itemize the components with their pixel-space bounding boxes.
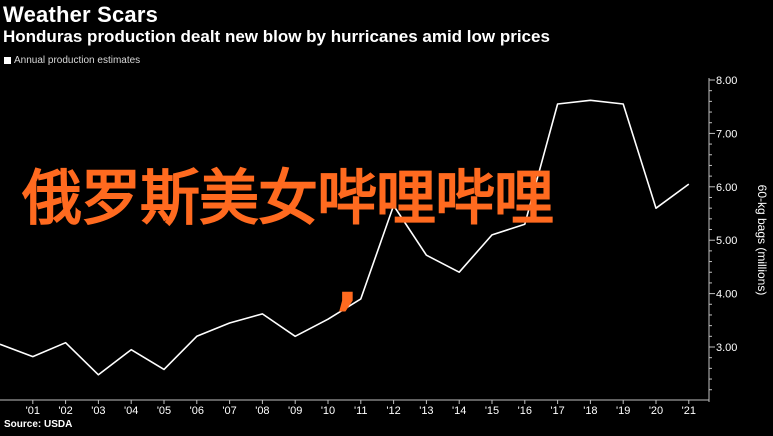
x-tick-label: '21 <box>682 405 696 417</box>
x-tick-label: '04 <box>124 405 138 417</box>
x-tick-label: '05 <box>157 405 171 417</box>
x-tick-label: '14 <box>452 405 466 417</box>
y-tick-label: 6.00 <box>716 182 737 194</box>
x-tick-label: '17 <box>550 405 564 417</box>
chart-title: Weather Scars <box>3 2 159 27</box>
x-tick-label: '09 <box>288 405 302 417</box>
y-tick-label: 8.00 <box>716 75 737 87</box>
x-tick-label: '18 <box>583 405 597 417</box>
x-tick-label: '11 <box>354 405 368 417</box>
x-tick-label: '19 <box>616 405 630 417</box>
x-tick-label: '16 <box>518 405 532 417</box>
legend-label: Annual production estimates <box>14 55 141 66</box>
y-tick-label: 3.00 <box>716 342 737 354</box>
legend: Annual production estimates <box>4 55 140 66</box>
y-tick-label: 5.00 <box>716 235 737 247</box>
x-tick-label: '10 <box>321 405 335 417</box>
x-tick-label: '07 <box>222 405 236 417</box>
x-tick-label: '13 <box>419 405 433 417</box>
x-tick-label: '06 <box>190 405 204 417</box>
y-tick-label: 7.00 <box>716 128 737 140</box>
x-tick-label: '02 <box>58 405 72 417</box>
series-line <box>0 99 690 376</box>
x-tick-label: '20 <box>649 405 663 417</box>
series-layer <box>0 99 690 376</box>
x-tick-label: '12 <box>386 405 400 417</box>
source-note: Source: USDA <box>4 419 73 430</box>
overlay-comma: , <box>336 248 359 318</box>
legend-swatch <box>4 57 11 64</box>
overlay-watermark-text: 俄罗斯美女哔哩哔哩 <box>22 164 554 234</box>
x-tick-label: '03 <box>91 405 105 417</box>
chart-subtitle: Honduras production dealt new blow by hu… <box>3 27 550 46</box>
x-tick-label: '01 <box>26 405 40 417</box>
y-axis: 3.00 4.00 5.00 6.00 7.00 8.00 <box>708 75 737 402</box>
y-tick-label: 4.00 <box>716 289 737 301</box>
x-tick-label: '08 <box>255 405 269 417</box>
y-axis-label: 60-kg bags (millions) <box>755 185 769 296</box>
x-tick-label: '15 <box>485 405 499 417</box>
x-axis: '01 '02 '03 '04 '05 '06 '07 '08 '09 '10 '11 '12 '13 '… <box>0 399 709 417</box>
